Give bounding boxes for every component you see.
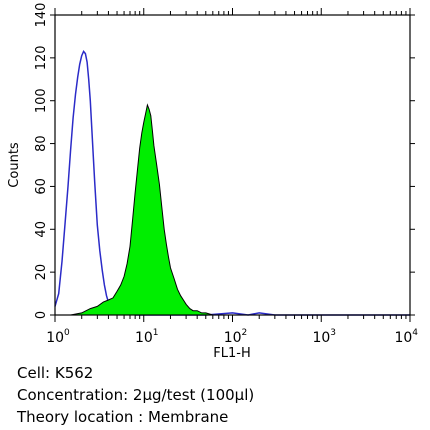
x-tick-label: 100 (46, 328, 70, 346)
x-tick-label: 104 (394, 328, 418, 346)
y-tick-label: 140 (34, 3, 49, 28)
plot-frame (54, 14, 411, 316)
y-tick-label: 80 (34, 135, 49, 152)
series-1-area (55, 103, 410, 316)
y-tick-label: 40 (34, 221, 49, 238)
location-caption: Theory location : Membrane (17, 408, 229, 426)
y-tick-label: 120 (34, 45, 49, 70)
x-tick-label: 102 (224, 328, 248, 346)
x-tick-label: 101 (135, 328, 159, 346)
ticks-layer (50, 8, 415, 322)
x-tick-label: 103 (312, 328, 336, 346)
series-layer (54, 49, 410, 316)
y-tick-label: 100 (34, 88, 49, 113)
x-axis-title: FL1-H (213, 346, 250, 360)
y-tick-label: 60 (34, 178, 49, 195)
cell-caption: Cell: K562 (17, 364, 94, 382)
y-tick-label: 0 (34, 311, 49, 319)
y-axis-title: Counts (7, 142, 22, 188)
y-tick-label: 20 (34, 264, 49, 281)
concentration-caption: Concentration: 2μg/test (100μl) (17, 386, 255, 404)
labels-layer: 0 20 40 60 80 100 120 140 100 101 102 103 104 (34, 3, 418, 346)
series-0-line (54, 49, 410, 316)
